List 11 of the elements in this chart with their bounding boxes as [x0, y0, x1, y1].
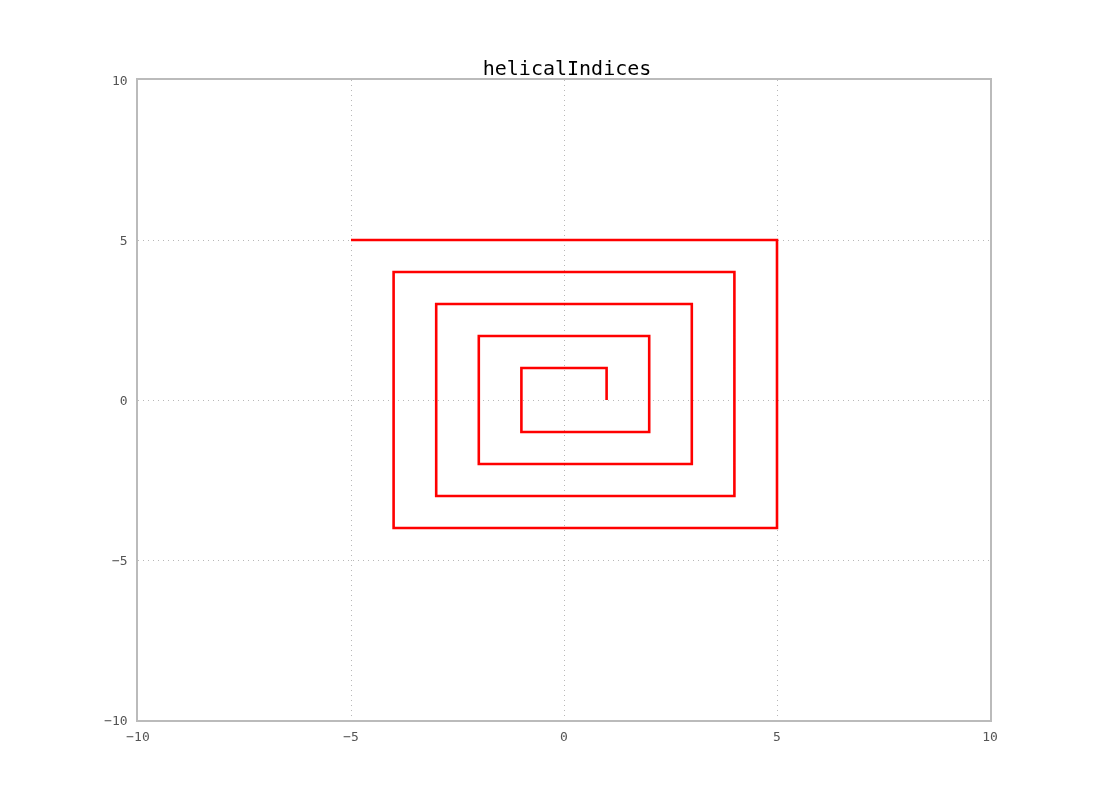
y-tick-label: 10	[111, 72, 128, 88]
y-tick-label: −5	[111, 552, 128, 568]
x-tick-label: 0	[560, 729, 568, 745]
y-tick-label: 0	[119, 392, 128, 408]
y-tick-label: 5	[119, 232, 128, 248]
x-tick-label: −5	[343, 729, 359, 745]
x-tick-label: 5	[773, 729, 781, 745]
chart-title: helicalIndices	[482, 56, 652, 81]
y-tick-label: −10	[104, 712, 128, 728]
x-tick-label: 10	[982, 729, 998, 745]
line-series	[349, 238, 779, 530]
